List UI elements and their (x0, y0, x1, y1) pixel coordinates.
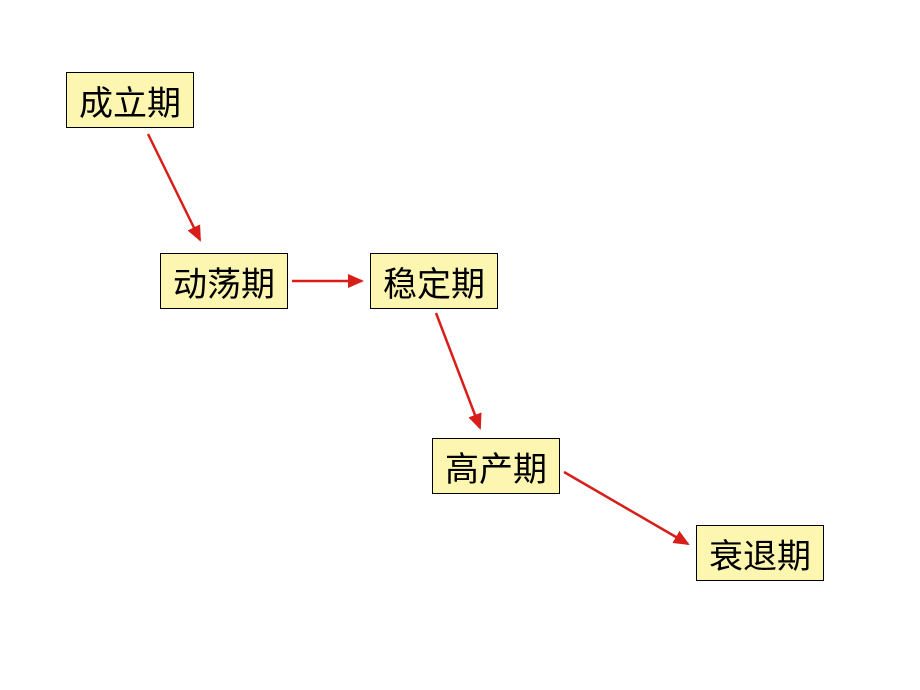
node-label: 动荡期 (173, 257, 275, 306)
arrow (436, 313, 480, 428)
node-stage-3: 稳定期 (370, 253, 498, 309)
node-label: 衰退期 (709, 529, 811, 578)
node-stage-1: 成立期 (66, 72, 194, 128)
node-label: 成立期 (79, 76, 181, 125)
flowchart-canvas: { "diagram": { "type": "flowchart", "bac… (0, 0, 920, 690)
node-stage-4: 高产期 (432, 438, 560, 494)
arrow (148, 134, 200, 240)
arrow (564, 472, 688, 544)
node-stage-2: 动荡期 (160, 253, 288, 309)
node-label: 高产期 (445, 442, 547, 491)
node-label: 稳定期 (383, 257, 485, 306)
node-stage-5: 衰退期 (696, 525, 824, 581)
